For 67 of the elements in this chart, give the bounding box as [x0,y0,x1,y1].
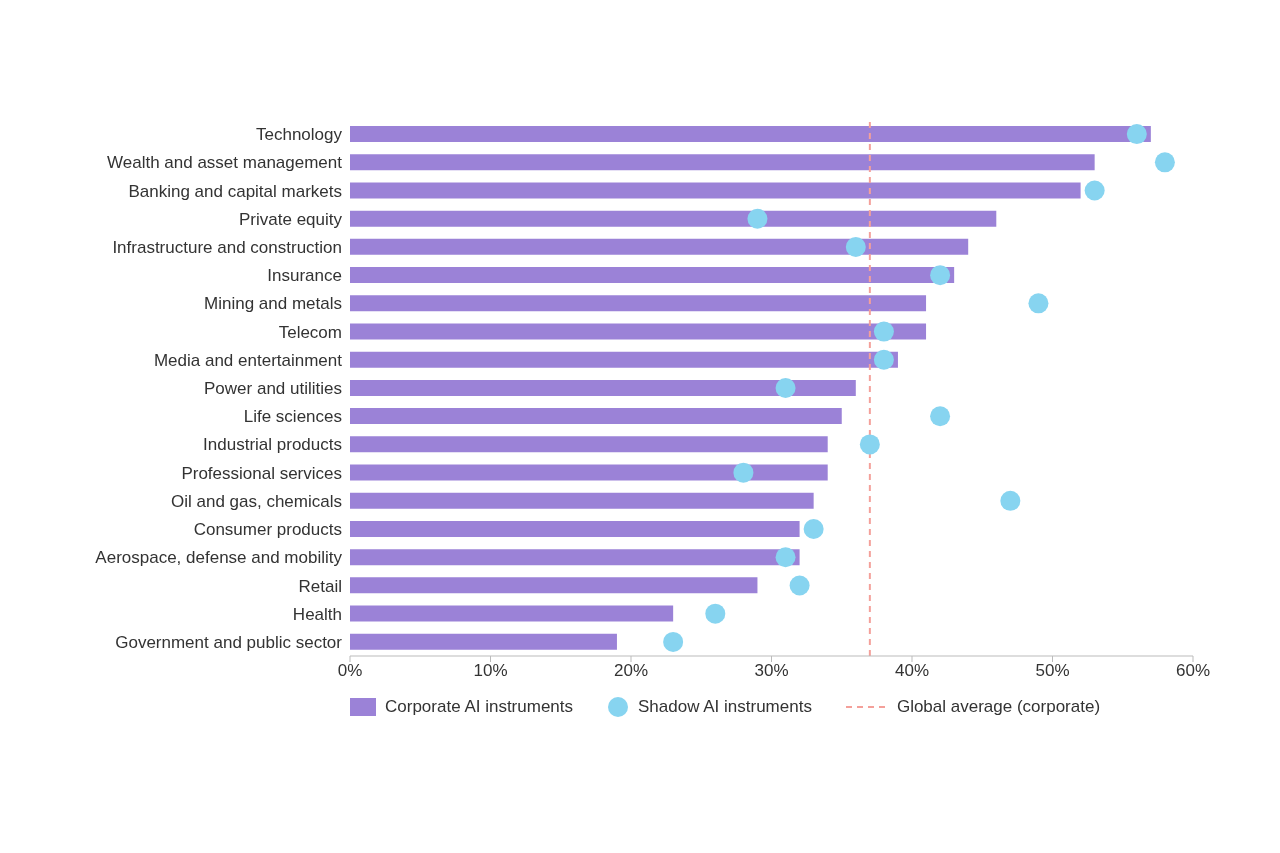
point [803,519,824,540]
bar [350,492,814,509]
point [775,547,796,568]
bar [350,154,1095,171]
y-tick-label: Consumer products [193,520,342,540]
y-tick-label: Health [292,604,342,624]
bar [350,295,927,312]
y-tick-label: Wealth and asset management [107,153,343,173]
y-tick-label: Power and utilities [204,379,342,399]
point [705,603,726,624]
bar [350,351,898,368]
x-tick-label: 0% [337,661,363,681]
point [1028,293,1049,314]
y-tick-label: Retail [298,576,342,596]
point [747,208,768,229]
bar [350,323,927,340]
y-tick-label: Professional services [181,463,342,483]
y-tick-label: Media and entertainment [153,350,343,370]
y-tick-label: Insurance [267,266,342,286]
y-tick-label: Government and public sector [115,632,343,652]
bar [350,436,828,453]
bar [350,549,800,566]
point [775,378,796,398]
bar [350,633,617,650]
y-tick-label: Life sciences [243,407,342,427]
bar [350,520,800,537]
bar [350,577,758,594]
point [1126,124,1147,145]
y-tick-label: Banking and capital markets [128,181,342,201]
bar [350,267,955,284]
point [733,462,754,483]
point [663,631,684,652]
x-tick-label: 20% [613,661,649,681]
bar [350,210,997,227]
x-tick-label: 60% [1175,661,1211,681]
x-tick-label: 50% [1035,661,1070,681]
y-tick-label: Infrastructure and construction [112,237,342,257]
bar [350,464,828,481]
y-tick-label: Mining and metals [204,294,342,314]
point [930,406,951,427]
bar [350,126,1151,142]
y-tick-label: Industrial products [203,435,342,455]
point [1000,490,1021,511]
bar [350,605,674,622]
bar [350,379,856,396]
point [930,265,951,286]
point [1154,152,1175,173]
point [859,434,880,455]
point [1084,180,1105,201]
x-tick-label: 10% [473,661,508,681]
legend-label: Global average (corporate) [896,697,1101,717]
y-tick-label: Aerospace, defense and mobility [95,548,343,568]
point [789,575,810,596]
bar [350,182,1081,199]
y-tick-label: Telecom [278,322,342,342]
legend-label: Corporate AI instruments [385,697,574,717]
bar [350,408,842,425]
point [845,236,866,257]
point [873,321,894,342]
x-tick-label: 40% [894,661,930,681]
legend-label: Shadow AI instruments [638,697,812,717]
y-tick-label: Technology [255,125,343,145]
y-tick-label: Oil and gas, chemicals [170,491,342,511]
x-tick-label: 30% [754,661,789,681]
bar [350,238,969,255]
point [873,349,894,370]
y-tick-label: Private equity [239,209,343,229]
